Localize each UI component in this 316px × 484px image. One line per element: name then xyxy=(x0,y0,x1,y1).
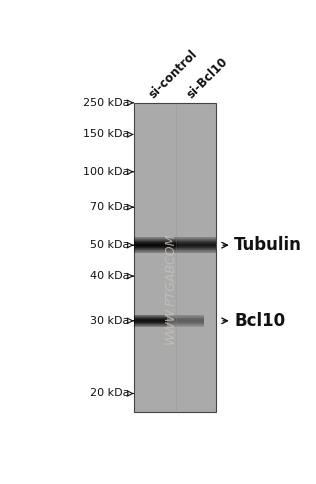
Text: 70 kDa: 70 kDa xyxy=(90,202,130,212)
Text: 100 kDa: 100 kDa xyxy=(83,167,130,177)
Text: 50 kDa: 50 kDa xyxy=(90,240,130,250)
Text: 150 kDa: 150 kDa xyxy=(83,130,130,139)
Text: WWW.PTGABCOM: WWW.PTGABCOM xyxy=(164,233,177,344)
Text: 250 kDa: 250 kDa xyxy=(83,98,130,108)
Text: si-control: si-control xyxy=(147,47,200,101)
Text: Bcl10: Bcl10 xyxy=(234,312,285,330)
Bar xyxy=(134,103,216,412)
Text: 20 kDa: 20 kDa xyxy=(90,389,130,398)
Text: Tubulin: Tubulin xyxy=(234,236,302,254)
Text: si-Bcl10: si-Bcl10 xyxy=(185,55,231,101)
Text: 40 kDa: 40 kDa xyxy=(90,271,130,281)
Text: 30 kDa: 30 kDa xyxy=(90,316,130,326)
